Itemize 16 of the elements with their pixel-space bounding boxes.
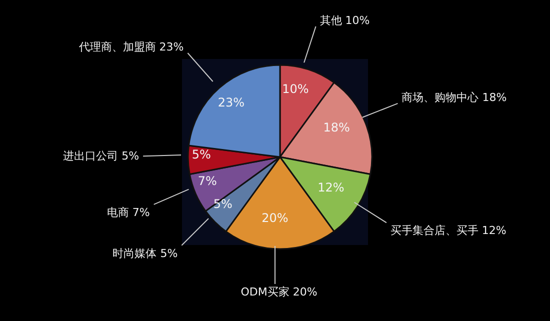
slice-label: 代理商、加盟商 23% [78,40,184,54]
data-label: 18% [323,120,350,135]
data-label: 7% [198,174,217,188]
slice-label: 电商 7% [106,206,150,219]
slice-label: 时尚媒体 5% [112,246,178,260]
data-label: 12% [318,180,344,194]
slice-label: 商场、购物中心 18% [402,90,507,104]
slice-label: ODM买家 20% [240,286,318,298]
data-label: 20% [262,211,288,226]
slice-label: 买手集合店、买手 12% [390,224,506,238]
data-label: 10% [282,82,309,96]
slice-label: 其他 10% [320,14,370,27]
data-label: 23% [218,95,245,110]
data-label: 5% [192,147,211,162]
slice-label: 进出口公司 5% [63,150,140,163]
data-label: 5% [213,197,232,212]
